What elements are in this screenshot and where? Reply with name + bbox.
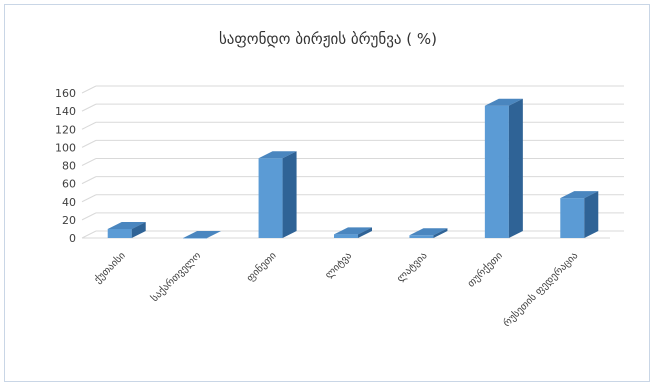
gridline-depth — [81, 139, 97, 148]
bar-top — [560, 191, 599, 199]
gridline-depth — [81, 194, 97, 203]
bar — [107, 221, 146, 238]
x-category-label: ქუთაისი — [92, 250, 128, 286]
y-axis-ticks: 0 20 40 60 80 100 120 140 160 — [55, 87, 76, 245]
x-category-label: ლატვია — [395, 250, 429, 284]
gridlines — [81, 85, 624, 239]
bar — [258, 151, 297, 238]
bars — [107, 98, 599, 239]
y-tick-label: 0 — [69, 232, 76, 245]
bar — [334, 227, 372, 238]
gridline-depth — [81, 85, 97, 94]
x-category-label: საქართველო — [149, 250, 204, 305]
y-tick-label: 60 — [62, 178, 76, 191]
gridline-depth — [81, 176, 97, 185]
chart-title: საფონდო ბირჟის ბრუნვა ( %) — [219, 30, 437, 48]
y-tick-label: 80 — [62, 160, 76, 173]
bar-side — [358, 227, 372, 238]
bar — [409, 228, 448, 238]
gridline-depth — [81, 230, 97, 239]
bar-side — [508, 98, 523, 238]
bar-side — [131, 221, 146, 238]
bar-side — [433, 228, 448, 238]
bar-front — [409, 235, 434, 238]
bar-top — [334, 227, 372, 235]
bar-front — [484, 105, 509, 238]
gridline-depth — [81, 212, 97, 221]
y-tick-label: 160 — [55, 87, 76, 100]
bar-top — [484, 98, 523, 106]
y-tick-label: 100 — [55, 141, 76, 154]
bar — [183, 231, 222, 239]
bar-front — [334, 234, 358, 238]
bar-top — [183, 231, 222, 238]
bar-side — [584, 191, 599, 238]
bar-front — [107, 228, 132, 238]
y-tick-label: 140 — [55, 105, 76, 118]
gridline-depth — [81, 158, 97, 166]
x-category-label: ლიტვა — [323, 250, 354, 281]
y-tick-label: 20 — [62, 214, 76, 227]
y-tick-label: 120 — [55, 123, 76, 136]
gridline-depth — [81, 103, 97, 112]
bar-front — [258, 158, 283, 238]
bar-top — [258, 151, 297, 159]
bar — [560, 191, 599, 238]
x-category-label: თურქეთი — [465, 250, 505, 290]
x-axis-labels: ქუთაისი საქართველო ფინეთი ლიტვა ლატვია თურქეთ… — [92, 250, 581, 330]
bar-top — [107, 221, 146, 229]
y-tick-label: 40 — [62, 196, 76, 209]
bar-side — [282, 151, 297, 238]
chart-frame — [4, 4, 650, 382]
bar-front — [560, 198, 585, 238]
bar-top — [409, 228, 448, 236]
bar — [484, 98, 523, 238]
bar-front — [183, 238, 208, 239]
gridline-depth — [81, 121, 97, 130]
x-category-label: რუსეთის ფედერაცია — [501, 250, 581, 330]
x-category-label: ფინეთი — [244, 250, 279, 285]
